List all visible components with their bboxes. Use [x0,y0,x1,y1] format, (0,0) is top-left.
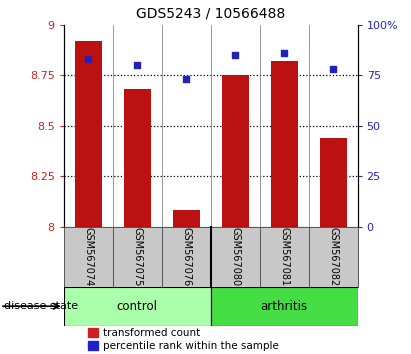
Bar [211,287,358,326]
Text: disease state: disease state [4,301,78,311]
Point [232,52,238,58]
Point [85,56,92,62]
Point [330,66,336,72]
Bar [260,227,309,287]
Text: GSM567075: GSM567075 [132,227,142,286]
Bar [124,89,151,227]
Bar [75,41,102,227]
Bar [320,138,346,227]
Bar [64,287,210,326]
Bar [270,61,298,227]
Point [281,50,287,56]
Text: arthritis: arthritis [261,300,308,313]
Legend: transformed count, percentile rank within the sample: transformed count, percentile rank withi… [83,324,284,354]
Text: GSM567081: GSM567081 [279,227,289,286]
Bar [222,75,249,227]
Text: GSM567074: GSM567074 [83,227,93,286]
Text: GSM567080: GSM567080 [230,227,240,286]
Point [183,76,189,82]
Bar [173,210,200,227]
Bar [64,227,113,287]
Text: GSM567076: GSM567076 [181,227,191,286]
Bar [309,227,358,287]
Text: GSM567082: GSM567082 [328,227,338,286]
Bar [162,227,211,287]
Title: GDS5243 / 10566488: GDS5243 / 10566488 [136,7,285,21]
Point [134,62,141,68]
Bar [113,227,162,287]
Bar [211,227,260,287]
Text: control: control [117,300,158,313]
